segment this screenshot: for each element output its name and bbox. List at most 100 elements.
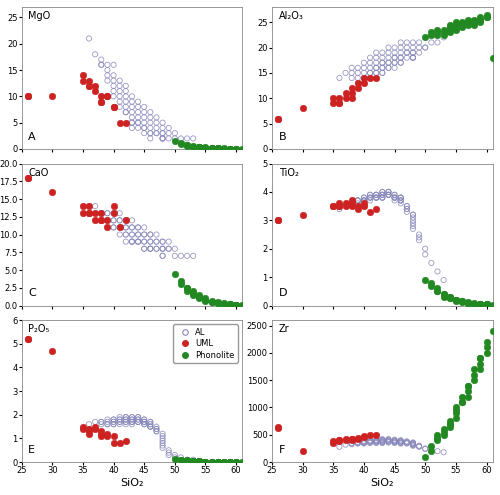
Point [476, 365, 484, 373]
Point [396, 194, 404, 201]
Point [152, 113, 160, 121]
Point [116, 82, 124, 90]
Point [140, 129, 148, 137]
Point [415, 443, 423, 450]
Point [134, 119, 142, 127]
Point [140, 420, 148, 428]
Point [470, 299, 478, 307]
Text: P₂O₅: P₂O₅ [28, 324, 50, 334]
Point [128, 93, 136, 100]
Point [434, 431, 442, 439]
Point [177, 280, 185, 288]
Point [464, 382, 472, 390]
Point [378, 188, 386, 196]
Point [164, 245, 172, 252]
Point [372, 59, 380, 67]
Point [378, 188, 386, 196]
Point [378, 49, 386, 56]
Point [403, 439, 411, 447]
Point [298, 211, 306, 219]
Point [134, 119, 142, 127]
Point [208, 298, 216, 306]
Point [384, 64, 392, 72]
Text: TiO₂: TiO₂ [278, 168, 298, 178]
Point [372, 436, 380, 444]
Point [122, 93, 130, 100]
Point [116, 77, 124, 85]
Point [91, 82, 99, 90]
Point [403, 53, 411, 61]
Point [202, 144, 209, 151]
Point [434, 39, 442, 47]
Point [372, 438, 380, 446]
Point [116, 415, 124, 423]
Text: F: F [278, 445, 285, 455]
Point [152, 245, 160, 252]
Point [366, 194, 374, 201]
Point [122, 223, 130, 231]
Point [171, 453, 179, 461]
Point [158, 439, 166, 447]
Point [403, 438, 411, 446]
Point [342, 89, 349, 97]
Point [128, 418, 136, 426]
Point [372, 69, 380, 77]
Point [220, 145, 228, 152]
Point [79, 71, 87, 79]
Point [146, 135, 154, 143]
Point [128, 413, 136, 421]
Point [134, 418, 142, 426]
Point [104, 209, 112, 217]
Point [152, 423, 160, 431]
Point [452, 296, 460, 304]
Point [116, 93, 124, 100]
Point [415, 49, 423, 56]
Point [85, 202, 93, 210]
Point [354, 439, 362, 447]
Point [415, 442, 423, 449]
Point [202, 458, 209, 466]
Point [98, 209, 106, 217]
Point [372, 64, 380, 72]
Point [348, 94, 356, 102]
Point [372, 431, 380, 439]
Point [452, 26, 460, 34]
Point [177, 456, 185, 464]
Point [196, 144, 203, 151]
Point [122, 82, 130, 90]
Point [342, 441, 349, 448]
Point [98, 61, 106, 69]
Point [354, 438, 362, 446]
Point [104, 93, 112, 100]
Point [183, 457, 191, 465]
Point [409, 440, 417, 448]
Point [378, 436, 386, 444]
Point [384, 191, 392, 198]
Point [91, 425, 99, 433]
Point [390, 436, 398, 444]
Point [458, 398, 466, 406]
Point [452, 21, 460, 29]
Point [348, 69, 356, 77]
Point [409, 440, 417, 447]
Point [146, 420, 154, 428]
Point [274, 424, 282, 432]
Point [415, 44, 423, 51]
Point [158, 245, 166, 252]
Point [110, 216, 118, 224]
Point [189, 135, 197, 143]
Point [214, 145, 222, 152]
Point [110, 93, 118, 100]
Point [384, 436, 392, 444]
Point [372, 53, 380, 61]
Point [354, 197, 362, 204]
Point [140, 103, 148, 111]
Point [122, 418, 130, 426]
Point [354, 199, 362, 207]
Point [134, 103, 142, 111]
Point [366, 437, 374, 445]
Point [128, 238, 136, 246]
Point [146, 245, 154, 252]
Point [183, 456, 191, 464]
Point [464, 21, 472, 29]
